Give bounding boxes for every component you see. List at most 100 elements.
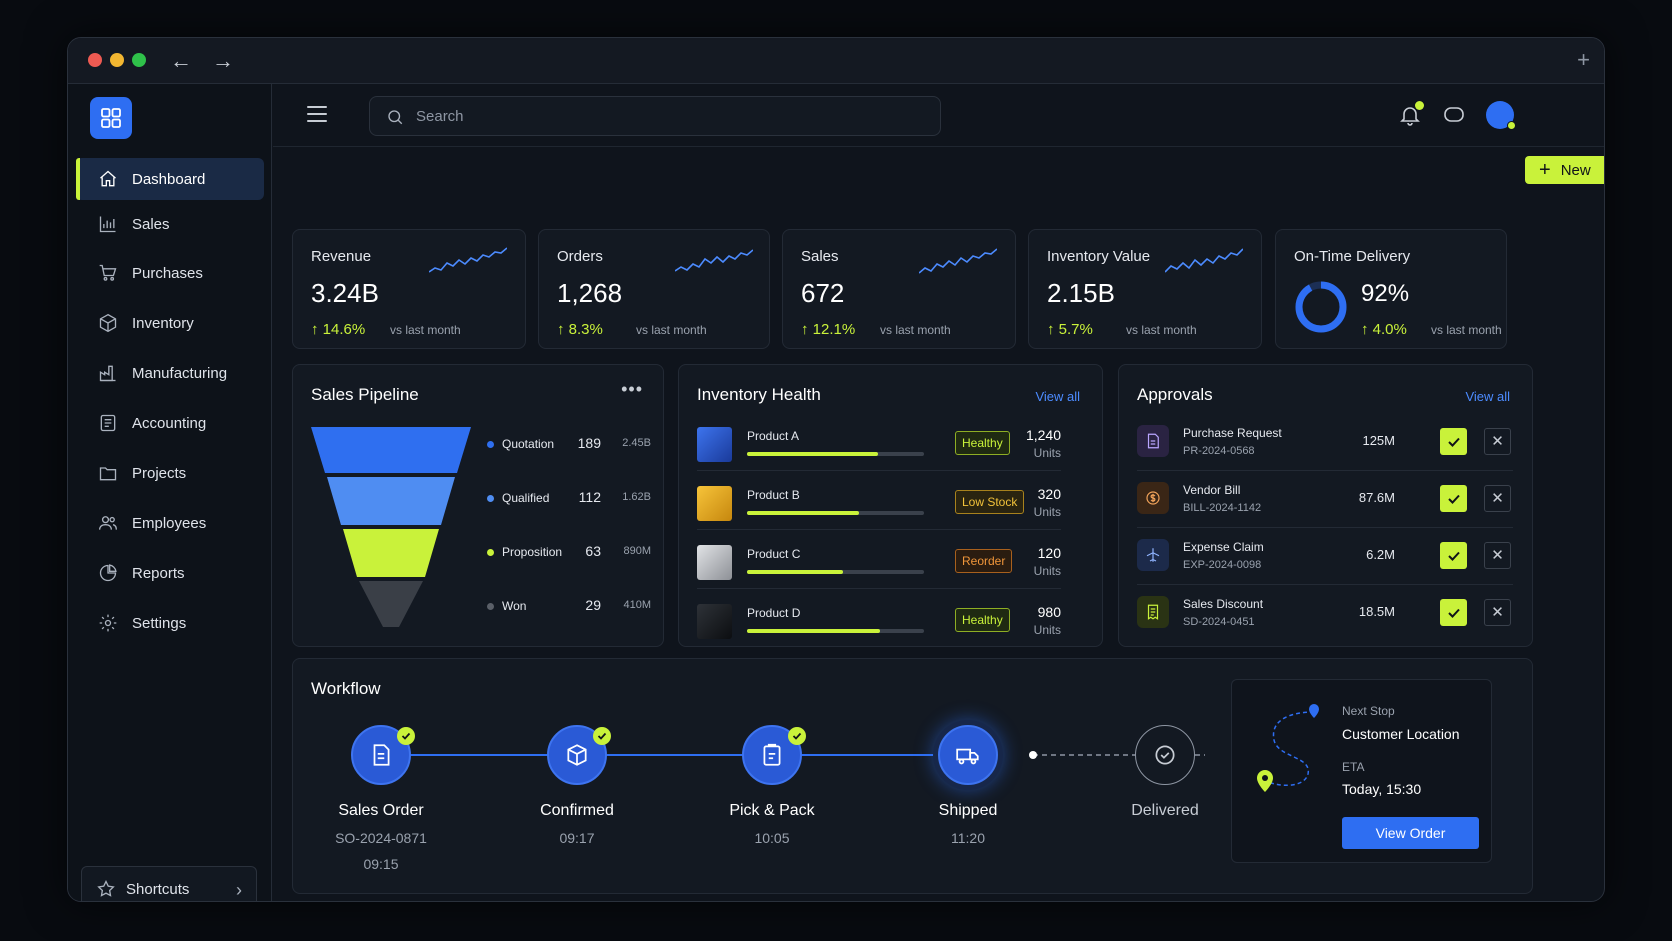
reject-button[interactable]: ✕ xyxy=(1484,428,1511,455)
truck-icon xyxy=(938,725,998,785)
search-input[interactable] xyxy=(416,107,940,125)
approval-name: Purchase Request xyxy=(1183,426,1282,440)
app-logo[interactable] xyxy=(90,97,132,139)
status-badge: Low Stock xyxy=(955,490,1025,514)
next-stop-value: Customer Location xyxy=(1342,726,1460,742)
sidebar-item-reports[interactable]: Reports xyxy=(76,552,264,594)
workflow-step-confirmed[interactable]: Confirmed 09:17 xyxy=(492,725,662,865)
workflow-card: Workflow Sales Order SO-2024-0871 09:15 … xyxy=(292,658,1533,894)
inventory-row[interactable]: Product A Healthy 1,240 Units xyxy=(697,419,1061,471)
chat-bubble-icon xyxy=(1444,107,1464,122)
view-order-button[interactable]: View Order xyxy=(1342,817,1479,849)
kpi-delta-value: 5.7% xyxy=(1058,321,1093,338)
legend-dot xyxy=(487,441,494,448)
avatar[interactable] xyxy=(1486,101,1516,130)
workflow-step-shipped[interactable]: Shipped 11:20 xyxy=(883,725,1053,865)
step-complete-check-icon xyxy=(593,727,611,745)
workflow-step-sales-order[interactable]: Sales Order SO-2024-0871 09:15 xyxy=(296,725,466,885)
legend-dot xyxy=(487,549,494,556)
inventory-view-all-link[interactable]: View all xyxy=(1035,389,1080,404)
sidebar: Dashboard Sales Purchases Inventory Manu… xyxy=(68,84,272,901)
new-tab-plus-icon[interactable]: + xyxy=(1577,47,1590,72)
kpi-card-revenue[interactable]: Revenue 3.24B ↑ 14.6% vs last month xyxy=(292,229,526,349)
kpi-title: Inventory Value xyxy=(1047,248,1151,265)
approval-reference: SD-2024-0451 xyxy=(1183,616,1255,628)
maximize-window-button[interactable] xyxy=(132,53,146,67)
kpi-card-on-time-delivery[interactable]: On-Time Delivery 92% ↑ 4.0% vs last mont… xyxy=(1275,229,1507,349)
status-badge: Healthy xyxy=(955,608,1010,632)
inventory-row[interactable]: Product D Healthy 980 Units xyxy=(697,596,1061,648)
stock-level-fill xyxy=(747,452,878,456)
menu-icon[interactable] xyxy=(307,106,327,122)
sidebar-item-purchases[interactable]: Purchases xyxy=(76,252,264,294)
sales-pipeline-title: Sales Pipeline xyxy=(311,385,419,404)
stage-count: 63 xyxy=(585,543,601,559)
legend-dot xyxy=(487,495,494,502)
kpi-delta-value: 8.3% xyxy=(568,321,603,338)
sidebar-item-sales[interactable]: Sales xyxy=(76,203,264,245)
product-thumbnail xyxy=(697,604,732,639)
bar-chart-icon xyxy=(99,216,116,233)
approve-button[interactable] xyxy=(1440,542,1467,569)
revenue-sparkline xyxy=(429,247,507,273)
approvals-view-all-link[interactable]: View all xyxy=(1465,389,1510,404)
minimize-window-button[interactable] xyxy=(110,53,124,67)
inventory-row[interactable]: Product B Low Stock 320 Units xyxy=(697,478,1061,530)
approve-button[interactable] xyxy=(1440,485,1467,512)
approve-button[interactable] xyxy=(1440,428,1467,455)
stock-level-bar xyxy=(747,629,924,633)
sidebar-item-employees[interactable]: Employees xyxy=(76,502,264,544)
sidebar-item-dashboard[interactable]: Dashboard xyxy=(76,158,264,200)
reject-button[interactable]: ✕ xyxy=(1484,485,1511,512)
reject-button[interactable]: ✕ xyxy=(1484,542,1511,569)
new-button[interactable]: + New xyxy=(1525,156,1604,184)
approval-reference: PR-2024-0568 xyxy=(1183,445,1255,457)
shortcuts-label: Shortcuts xyxy=(126,880,190,898)
new-button-label: New xyxy=(1560,161,1591,179)
kpi-value: 3.24B xyxy=(311,278,379,308)
approvals-card: Approvals View all Purchase Request PR-2… xyxy=(1118,364,1533,647)
kpi-title: On-Time Delivery xyxy=(1294,248,1411,265)
approval-row[interactable]: Purchase Request PR-2024-0568 125M ✕ xyxy=(1137,415,1513,471)
back-arrow-icon[interactable]: ← xyxy=(170,48,192,73)
sidebar-item-projects[interactable]: Projects xyxy=(76,452,264,494)
step-time: 11:20 xyxy=(951,830,985,846)
status-badge: Healthy xyxy=(955,431,1010,455)
more-options-icon[interactable]: ••• xyxy=(621,379,643,399)
notifications-button[interactable] xyxy=(1398,101,1424,127)
delivered-check-circle-icon xyxy=(1135,725,1195,785)
sidebar-item-label: Reports xyxy=(132,564,185,582)
sales-order-document-icon xyxy=(351,725,411,785)
kpi-delta-value: 4.0% xyxy=(1372,321,1407,338)
sidebar-item-label: Settings xyxy=(132,614,187,632)
approval-row[interactable]: Vendor Bill BILL-2024-1142 87.6M ✕ xyxy=(1137,472,1513,528)
kpi-value: 2.15B xyxy=(1047,278,1115,308)
kpi-card-orders[interactable]: Orders 1,268 ↑ 8.3% vs last month xyxy=(538,229,770,349)
approval-row[interactable]: Sales Discount SD-2024-0451 18.5M ✕ xyxy=(1137,586,1513,642)
search-box xyxy=(369,96,941,136)
sidebar-item-accounting[interactable]: Accounting xyxy=(76,402,264,444)
chat-button[interactable] xyxy=(1442,103,1466,127)
product-name: Product D xyxy=(747,606,801,620)
kpi-card-sales[interactable]: Sales 672 ↑ 12.1% vs last month xyxy=(782,229,1016,349)
close-window-button[interactable] xyxy=(88,53,102,67)
approval-row[interactable]: Expense Claim EXP-2024-0098 6.2M ✕ xyxy=(1137,529,1513,585)
workflow-step-delivered[interactable]: Delivered xyxy=(1080,725,1250,845)
reject-button[interactable]: ✕ xyxy=(1484,599,1511,626)
sales-sparkline xyxy=(919,248,997,274)
document-icon xyxy=(1137,425,1169,457)
stock-quantity: 120 xyxy=(1037,545,1061,561)
sidebar-item-inventory[interactable]: Inventory xyxy=(76,302,264,344)
inventory-value-sparkline xyxy=(1165,248,1243,273)
sidebar-item-settings[interactable]: Settings xyxy=(76,602,264,644)
approval-name: Vendor Bill xyxy=(1183,483,1241,497)
forward-arrow-icon[interactable]: → xyxy=(212,48,234,73)
shortcuts-button[interactable]: Shortcuts › xyxy=(81,866,257,901)
top-bar xyxy=(273,84,1604,147)
kpi-card-inventory-value[interactable]: Inventory Value 2.15B ↑ 5.7% vs last mon… xyxy=(1028,229,1262,349)
notification-dot xyxy=(1415,101,1424,110)
approve-button[interactable] xyxy=(1440,599,1467,626)
sidebar-item-manufacturing[interactable]: Manufacturing xyxy=(76,352,264,394)
workflow-step-pick-pack[interactable]: Pick & Pack 10:05 xyxy=(687,725,857,865)
inventory-row[interactable]: Product C Reorder 120 Units xyxy=(697,537,1061,589)
